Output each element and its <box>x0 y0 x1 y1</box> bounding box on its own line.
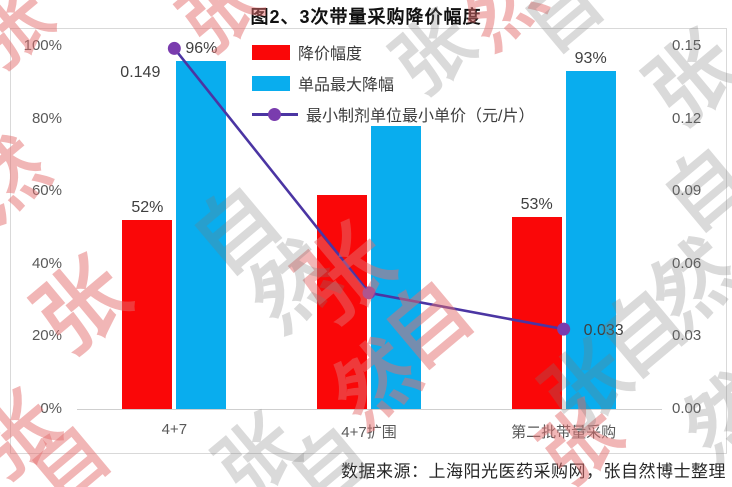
right-axis-tick: 0.06 <box>672 254 702 272</box>
legend-swatch-icon <box>252 44 290 60</box>
legend-label: 降价幅度 <box>298 46 363 63</box>
bar-red-1 <box>317 194 367 409</box>
bar-label: 52% <box>131 199 164 217</box>
chart-frame <box>10 28 727 454</box>
chart-title: 图2、3次带量采购降价幅度 <box>250 7 482 27</box>
right-axis-tick: 0.09 <box>672 182 702 200</box>
x-axis-line <box>77 409 662 410</box>
bar-label: 93% <box>574 50 607 68</box>
left-axis-tick: 20% <box>31 327 62 345</box>
bar-blue-0 <box>176 60 227 409</box>
bar-blue-1 <box>371 125 421 409</box>
bar-red-0 <box>122 220 173 409</box>
right-axis-tick: 0.03 <box>672 327 702 345</box>
legend-line-marker <box>268 107 281 121</box>
line-label: 0.149 <box>120 64 161 82</box>
source-note: 数据来源：上海阳光医药采购网，张自然博士整理 <box>341 462 726 481</box>
legend-item-1: 单品最大降幅 <box>252 71 534 95</box>
category-label: 4+7 <box>161 421 188 438</box>
left-axis-tick: 80% <box>31 109 62 127</box>
line-label: 0.033 <box>583 322 624 340</box>
legend-swatch-icon <box>252 75 290 91</box>
left-axis-tick: 0% <box>40 400 62 417</box>
legend-item-2: 最小制剂单位最小单价（元/片） <box>252 102 534 126</box>
left-axis-tick: 60% <box>31 182 62 200</box>
left-axis-tick: 100% <box>23 37 62 54</box>
legend-label: 最小制剂单位最小单价（元/片） <box>306 108 535 125</box>
bar-label: 96% <box>185 39 218 57</box>
left-axis-tick: 40% <box>31 254 62 272</box>
right-axis-tick: 0.00 <box>672 400 702 417</box>
bar-blue-2 <box>565 71 616 409</box>
bar-red-2 <box>511 216 562 409</box>
right-axis-tick: 0.15 <box>672 37 702 54</box>
bar-label: 53% <box>520 195 553 213</box>
legend-label: 单品最大降幅 <box>298 77 395 94</box>
category-label: 第二批带量采购 <box>511 424 617 441</box>
legend-item-0: 降价幅度 <box>252 40 534 64</box>
right-axis-tick: 0.12 <box>672 109 702 127</box>
legend-line-icon <box>252 107 298 122</box>
legend: 降价幅度单品最大降幅最小制剂单位最小单价（元/片） <box>252 40 534 126</box>
category-label: 4+7扩围 <box>341 424 397 441</box>
